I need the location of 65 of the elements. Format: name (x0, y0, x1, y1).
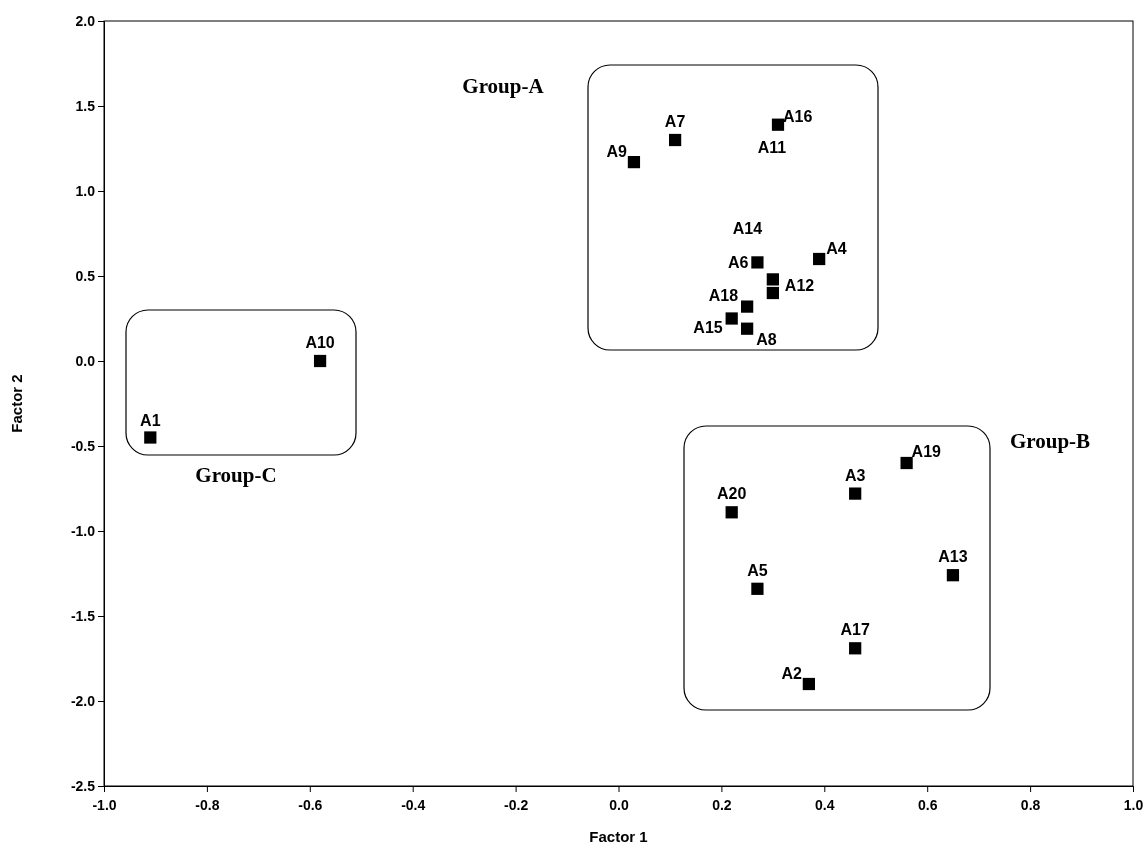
y-tick-label: 0.0 (75, 352, 96, 369)
point (766, 286, 779, 300)
y-axis-title: Factor 2 (8, 374, 25, 433)
x-axis-title: Factor 1 (589, 828, 648, 845)
point (144, 431, 157, 444)
point (802, 677, 815, 691)
point (946, 569, 960, 582)
point (741, 322, 754, 335)
point (313, 354, 327, 368)
annotation: A20 (717, 485, 747, 503)
x-tick-label: -1.0 (92, 797, 117, 814)
y-tick-label: 1.0 (75, 182, 96, 199)
annotation: Group-A (462, 74, 545, 98)
annotation: A14 (732, 220, 763, 238)
y-tick-label: -0.5 (70, 437, 96, 454)
point (849, 487, 862, 500)
annotation: Group-B (1009, 429, 1091, 453)
point (627, 155, 641, 169)
annotation: A13 (938, 548, 968, 566)
x-tick-label: -0.2 (504, 797, 529, 814)
annotation: A18 (708, 286, 739, 304)
annotation: A17 (840, 621, 870, 639)
annotation: A7 (664, 113, 686, 130)
point (813, 252, 826, 266)
x-tick-label: -0.8 (195, 797, 220, 814)
annotation: A19 (911, 443, 942, 460)
annotation: A16 (782, 107, 813, 125)
x-tick-label: 0.8 (1020, 797, 1041, 814)
x-tick-label: 0.0 (609, 797, 629, 814)
annotation: A4 (826, 240, 847, 257)
point (900, 456, 913, 470)
annotation: A15 (693, 318, 723, 336)
annotation: A12 (784, 277, 815, 295)
point (668, 133, 682, 147)
y-tick-label: -1.0 (70, 522, 96, 539)
x-tick-label: 0.6 (917, 797, 938, 814)
annotation: A8 (756, 330, 777, 348)
annotation: A11 (757, 138, 787, 156)
annotation: A3 (844, 466, 866, 484)
point (751, 582, 764, 595)
y-tick-label: -2.5 (70, 777, 96, 794)
point (741, 300, 754, 313)
annotation: A2 (781, 665, 802, 682)
y-tick-label: 0.5 (75, 267, 96, 284)
point (725, 312, 738, 325)
x-tick-label: -0.4 (401, 797, 426, 814)
annotation: A5 (747, 561, 768, 579)
x-tick-label: 0.4 (815, 797, 835, 814)
point (849, 642, 862, 655)
annotation: A10 (305, 334, 335, 351)
annotation: A9 (606, 143, 628, 161)
y-tick-label: 1.5 (75, 97, 96, 114)
point (766, 273, 779, 286)
annotation: A1 (140, 411, 161, 429)
annotation: A6 (727, 253, 749, 271)
y-tick-label: -1.5 (70, 607, 96, 624)
annotation: Group-C (195, 463, 277, 487)
point (771, 118, 785, 131)
x-tick-label: -0.6 (298, 797, 323, 814)
point (725, 506, 738, 519)
point (751, 256, 764, 269)
y-tick-label: 2.0 (75, 12, 96, 29)
x-tick-label: 0.2 (712, 797, 732, 814)
y-tick-label: -2.0 (70, 692, 96, 709)
x-tick-label: 1.0 (1123, 797, 1144, 814)
